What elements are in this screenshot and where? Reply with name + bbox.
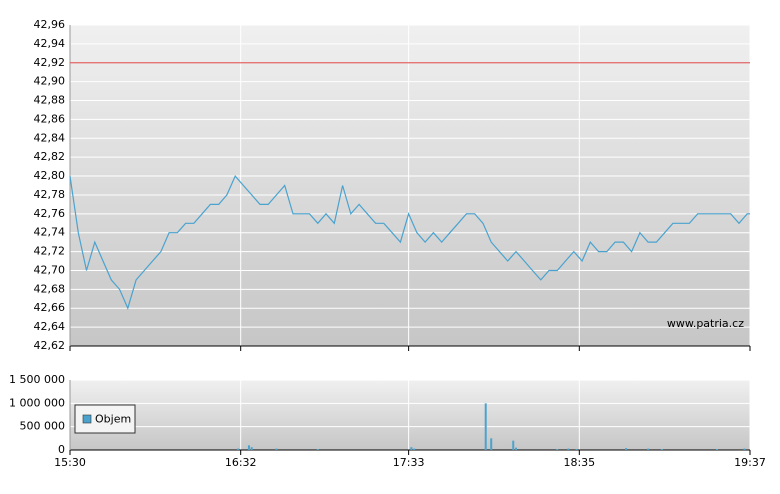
- volume-bar: [575, 449, 578, 450]
- y-tick-label: 42,62: [34, 339, 66, 352]
- price-line: [69, 174, 750, 310]
- volume-bar: [484, 403, 487, 450]
- x-tick-label: 18:35: [563, 456, 595, 469]
- y-tick-label: 42,64: [34, 320, 66, 333]
- x-tick-label: 16:32: [225, 456, 257, 469]
- y-tick-label: 42,92: [34, 56, 66, 69]
- y-tick-label: 0: [58, 443, 65, 456]
- volume-bar: [275, 448, 278, 450]
- y-tick-label: 42,78: [34, 188, 66, 201]
- volume-bar: [512, 440, 515, 450]
- y-tick-label: 42,88: [34, 94, 66, 107]
- volume-bar: [413, 448, 416, 450]
- volume-bar: [625, 448, 628, 450]
- x-tick-label: 15:30: [54, 456, 86, 469]
- volume-bar: [743, 448, 746, 450]
- volume-bar: [647, 448, 650, 450]
- x-tick-label: 19:37: [734, 456, 766, 469]
- volume-bar: [250, 447, 253, 450]
- volume-bar: [236, 448, 239, 450]
- y-tick-label: 42,80: [34, 169, 66, 182]
- volume-bar: [660, 449, 663, 450]
- volume-bar: [316, 449, 319, 450]
- y-tick-label: 42,82: [34, 150, 66, 163]
- plot-background: [70, 380, 750, 450]
- legend-label: Objem: [95, 413, 131, 426]
- volume-bar: [556, 449, 559, 450]
- y-tick-label: 500 000: [20, 420, 66, 433]
- y-tick-label: 42,96: [34, 18, 66, 31]
- y-tick-label: 1 000 000: [9, 396, 65, 409]
- volume-bar: [567, 448, 570, 450]
- volume-bar: [490, 438, 493, 450]
- y-tick-label: 42,74: [34, 226, 66, 239]
- y-tick-label: 42,66: [34, 301, 66, 314]
- y-tick-label: 42,86: [34, 112, 66, 125]
- y-tick-label: 1 500 000: [9, 373, 65, 386]
- volume-bar: [410, 447, 413, 450]
- volume-bar: [247, 445, 250, 450]
- x-tick-label: 17:33: [393, 456, 425, 469]
- y-tick-label: 42,94: [34, 37, 66, 50]
- volume-bar: [514, 447, 517, 450]
- y-tick-label: 42,70: [34, 263, 66, 276]
- volume-bar: [715, 449, 718, 450]
- y-tick-label: 42,68: [34, 282, 66, 295]
- y-tick-label: 42,76: [34, 207, 66, 220]
- legend-swatch: [82, 414, 92, 424]
- y-tick-label: 42,72: [34, 245, 66, 258]
- y-tick-label: 42,90: [34, 75, 66, 88]
- y-tick-label: 42,84: [34, 131, 66, 144]
- plot-background: [70, 25, 750, 346]
- watermark: www.patria.cz: [667, 317, 744, 330]
